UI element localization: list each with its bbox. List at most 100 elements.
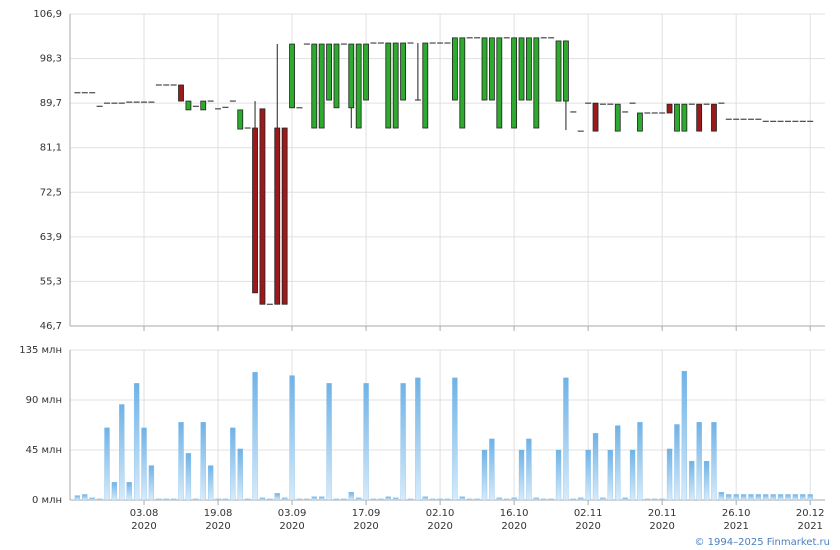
y-tick-label: 72,5 <box>40 187 62 198</box>
volume-bar <box>393 497 399 501</box>
x-tick-label: 02.11 <box>574 508 603 519</box>
volume-bar <box>141 427 147 501</box>
volume-bar <box>104 427 110 501</box>
x-tick-year: 2020 <box>205 521 230 532</box>
volume-bar <box>296 498 303 501</box>
volume-bar <box>570 498 576 501</box>
volume-bar <box>592 433 599 501</box>
volume-bar <box>496 497 502 501</box>
x-tick-year: 2020 <box>353 521 378 532</box>
volume-bar <box>689 460 695 501</box>
volume-bar <box>348 492 354 501</box>
volume-bar <box>200 422 206 501</box>
candle-body <box>555 40 562 102</box>
volume-bar <box>622 497 628 501</box>
volume-bar <box>578 497 584 501</box>
volume-bar <box>163 498 169 501</box>
volume-bar <box>259 497 266 501</box>
volume-bar <box>748 494 754 501</box>
volume-bar <box>726 494 732 501</box>
y-tick-label: 0 млн <box>32 495 62 506</box>
volume-bar <box>563 377 569 501</box>
volume-bar <box>333 498 340 501</box>
volume-bar <box>422 496 428 501</box>
volume-bar <box>244 498 251 501</box>
candle-body <box>481 37 488 101</box>
volume-bar <box>370 498 377 501</box>
y-tick-label: 55,3 <box>40 276 62 287</box>
candle-body <box>533 37 540 129</box>
volume-bar <box>652 498 658 501</box>
volume-bar <box>444 498 451 501</box>
volume-bar <box>237 448 243 501</box>
volume-bar <box>385 496 391 501</box>
candle-body <box>681 103 688 132</box>
candle-body <box>274 127 281 305</box>
candle-body <box>326 43 332 101</box>
candle-body <box>333 43 340 109</box>
candle-body <box>526 37 532 101</box>
volume-bar <box>644 498 651 501</box>
volume-bar <box>356 497 362 501</box>
y-tick-label: 81,1 <box>40 143 62 154</box>
x-tick-label: 17.09 <box>352 508 381 519</box>
volume-bar <box>170 498 177 501</box>
candle-body <box>496 37 503 129</box>
volume-bar <box>415 377 421 501</box>
candle-body <box>363 43 369 101</box>
candle-body <box>348 43 355 109</box>
candle-body <box>178 84 184 102</box>
candle-body <box>200 100 207 111</box>
candle-body <box>259 108 266 305</box>
volume-bar <box>407 498 414 501</box>
y-tick-label: 90 млн <box>26 395 62 406</box>
volume-bar <box>111 482 118 501</box>
candle-body <box>185 100 192 111</box>
volume-bar <box>659 498 665 501</box>
volume-bar <box>133 383 140 501</box>
y-tick-label: 89,7 <box>40 98 62 109</box>
candle-body <box>237 109 244 130</box>
candle-body <box>318 43 325 129</box>
volume-bar <box>755 494 762 501</box>
volume-bar <box>311 496 317 501</box>
volume-bar <box>222 498 229 501</box>
volume-bar <box>82 494 88 501</box>
volume-bar <box>629 449 636 501</box>
volume-bar <box>800 494 806 501</box>
volume-bar <box>600 497 606 501</box>
candle-body <box>614 103 621 132</box>
volume-bar <box>703 460 710 501</box>
candle-body <box>711 103 717 132</box>
volume-bar <box>541 498 547 501</box>
volume-bar <box>763 494 769 501</box>
volume-bar <box>548 498 554 501</box>
volume-bar <box>770 494 776 501</box>
y-tick-label: 46,7 <box>40 321 62 332</box>
volume-bar <box>430 498 436 501</box>
x-tick-year: 2020 <box>427 521 452 532</box>
volume-bar <box>289 375 295 501</box>
x-tick-year: 2020 <box>279 521 304 532</box>
volume-bar <box>615 425 621 501</box>
candle-body <box>674 103 680 132</box>
volume-bar <box>681 370 688 501</box>
volume-bar <box>459 496 465 501</box>
volume-bar <box>400 383 406 501</box>
volume-bar <box>807 494 813 501</box>
candle-body <box>637 112 643 132</box>
candle-body <box>518 37 525 101</box>
volume-bar <box>696 422 702 501</box>
y-tick-label: 98,3 <box>40 54 62 65</box>
candle-body <box>592 102 599 132</box>
x-tick-year: 2020 <box>649 521 674 532</box>
x-tick-label: 20.12 <box>796 508 825 519</box>
volume-bar <box>178 422 184 501</box>
candle-body <box>459 37 466 129</box>
candle-body <box>696 103 703 132</box>
volume-bar <box>282 497 288 501</box>
volume-bar <box>504 498 510 501</box>
y-tick-label: 135 млн <box>19 345 62 356</box>
volume-bar <box>274 493 280 501</box>
volume-bar <box>785 494 791 501</box>
